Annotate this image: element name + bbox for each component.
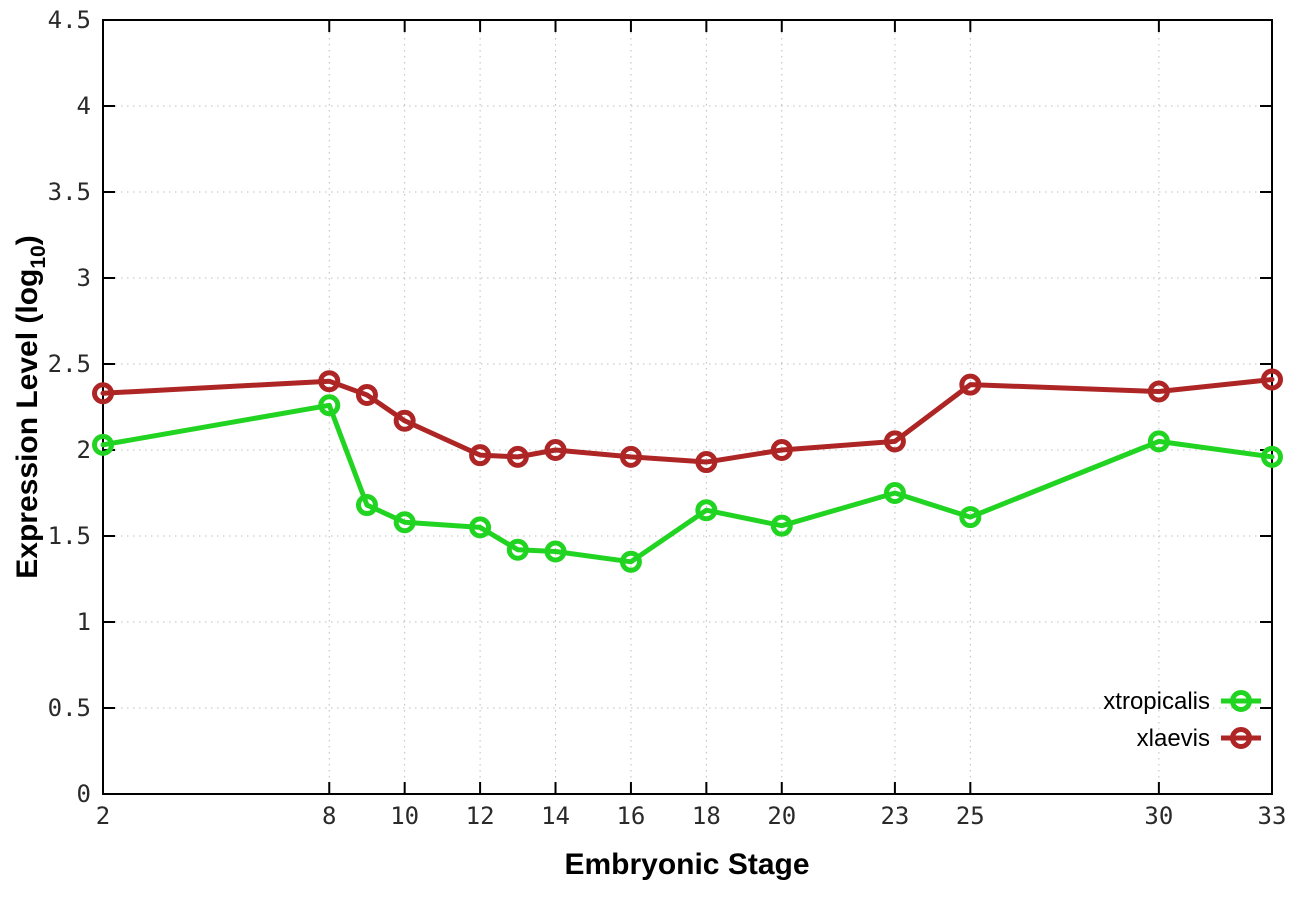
data-point-xlaevis: [318, 370, 341, 393]
data-point-xlaevis: [355, 383, 378, 406]
data-point-xtropicalis: [1261, 445, 1283, 468]
data-point-xtropicalis: [959, 506, 982, 529]
x-tick-label: 2: [96, 802, 110, 830]
data-point-xtropicalis: [544, 540, 567, 563]
data-point-xtropicalis: [393, 511, 416, 534]
x-tick-label: 33: [1258, 802, 1287, 830]
y-tick-label: 4: [77, 92, 91, 120]
x-tick-label: 20: [767, 802, 796, 830]
data-point-xlaevis: [393, 409, 416, 432]
legend-label-xtropicalis: xtropicalis: [1103, 688, 1210, 715]
x-tick-label: 14: [541, 802, 570, 830]
x-tick-label: 30: [1144, 802, 1173, 830]
x-tick-label: 16: [616, 802, 645, 830]
data-point-xlaevis: [506, 445, 529, 468]
y-tick-label: 3: [77, 264, 91, 292]
x-tick-label: 18: [692, 802, 721, 830]
data-point-xtropicalis: [318, 394, 341, 417]
x-tick-label: 23: [880, 802, 909, 830]
y-axis-title-suffix: ): [11, 235, 44, 245]
data-point-xlaevis: [770, 439, 793, 461]
data-point-xtropicalis: [1147, 430, 1170, 453]
data-point-xlaevis: [959, 373, 982, 396]
data-point-xtropicalis: [469, 516, 492, 539]
data-point-xlaevis: [544, 439, 567, 461]
y-axis-title-subscript: 10: [27, 245, 50, 268]
data-point-xlaevis: [469, 444, 492, 467]
y-tick-label: 3.5: [48, 178, 91, 206]
data-point-xlaevis: [883, 430, 906, 453]
x-axis-title: Embryonic Stage: [564, 848, 809, 881]
legend-sample-marker-xtropicalis: [1230, 690, 1252, 712]
chart-generated-layers: 2 8 10 12 14 16 18 20 23 25 30 33 0 0.5 1 1.5 2 2.5 3 3.5 4 4…: [48, 6, 1287, 830]
series-line-xtropicalis: [100, 402, 1275, 565]
data-point-xlaevis: [619, 445, 642, 468]
data-point-xtropicalis: [883, 482, 906, 504]
data-point-xlaevis: [1147, 380, 1170, 403]
x-tick-label: 12: [466, 802, 495, 830]
data-point-xtropicalis: [619, 550, 642, 573]
y-tick-label: 0.5: [48, 694, 91, 722]
data-point-xtropicalis: [770, 514, 793, 537]
data-point-xlaevis: [695, 451, 718, 474]
y-tick-label: 0: [77, 780, 91, 808]
legend-label-xlaevis: xlaevis: [1137, 725, 1210, 752]
legend-sample-marker-xlaevis: [1230, 727, 1252, 749]
y-tick-label: 4.5: [48, 6, 91, 34]
data-point-xtropicalis: [355, 494, 378, 517]
y-tick-label: 1: [77, 608, 91, 636]
y-axis-title-prefix: Expression Level (log: [11, 269, 44, 579]
data-point-xtropicalis: [92, 433, 114, 456]
data-point-xtropicalis: [506, 538, 529, 561]
data-point-xtropicalis: [695, 499, 718, 522]
plot-border: [102, 19, 1273, 795]
y-tick-label: 2: [77, 436, 91, 464]
data-point-xlaevis: [1261, 368, 1283, 391]
data-point-xlaevis: [92, 382, 114, 405]
x-tick-label: 25: [956, 802, 985, 830]
x-tick-label: 8: [322, 802, 336, 830]
y-axis-title: Expression Level (log10): [11, 235, 50, 578]
y-tick-label: 2.5: [48, 350, 91, 378]
y-tick-label: 1.5: [48, 522, 91, 550]
x-tick-label: 10: [390, 802, 419, 830]
